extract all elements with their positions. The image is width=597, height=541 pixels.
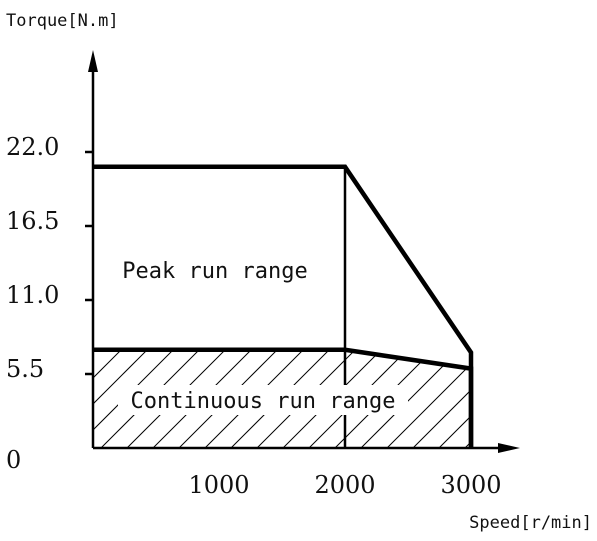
continuous-torque-curve: [93, 347, 474, 448]
x-tick-label: 3000: [440, 471, 501, 499]
hatch-line: [438, 349, 471, 448]
y-tick-label: 11.0: [6, 281, 59, 309]
hatch-line: [0, 328, 65, 448]
hatch-line: [412, 349, 471, 448]
hatch-line: [543, 328, 597, 448]
hatch-line: [0, 328, 39, 448]
continuous-label-background: [118, 385, 408, 415]
hatch-line: [569, 328, 597, 448]
y-tick-label: 16.5: [6, 207, 59, 235]
hatch-line: [464, 349, 471, 448]
continuous-region-label: Continuous run range: [131, 389, 396, 414]
x-tick-label: 2000: [314, 471, 375, 499]
x-tick-label: 1000: [188, 471, 249, 499]
y-tick-label: 0: [6, 446, 21, 474]
hatch-line: [517, 328, 597, 448]
axis-ticks: 0 5.5 11.0 16.5 22.0 1000 2000 3000: [6, 133, 502, 499]
hatch-line: [0, 328, 13, 448]
hatch-line: [491, 328, 597, 448]
hatch-line: [360, 349, 471, 448]
hatch-line: [0, 328, 91, 448]
hatch-line: [93, 349, 170, 448]
x-axis-arrow: [498, 443, 520, 453]
x-axis-title: Speed[r/min]: [469, 513, 592, 533]
peak-region-label: Peak run range: [122, 259, 307, 284]
y-axis-title: Torque[N.m]: [6, 11, 119, 31]
y-axis-arrow: [88, 50, 98, 72]
y-tick-label: 22.0: [6, 133, 59, 161]
hatch-line: [93, 349, 118, 448]
y-tick-label: 5.5: [6, 355, 44, 383]
hatch-line: [386, 349, 471, 448]
